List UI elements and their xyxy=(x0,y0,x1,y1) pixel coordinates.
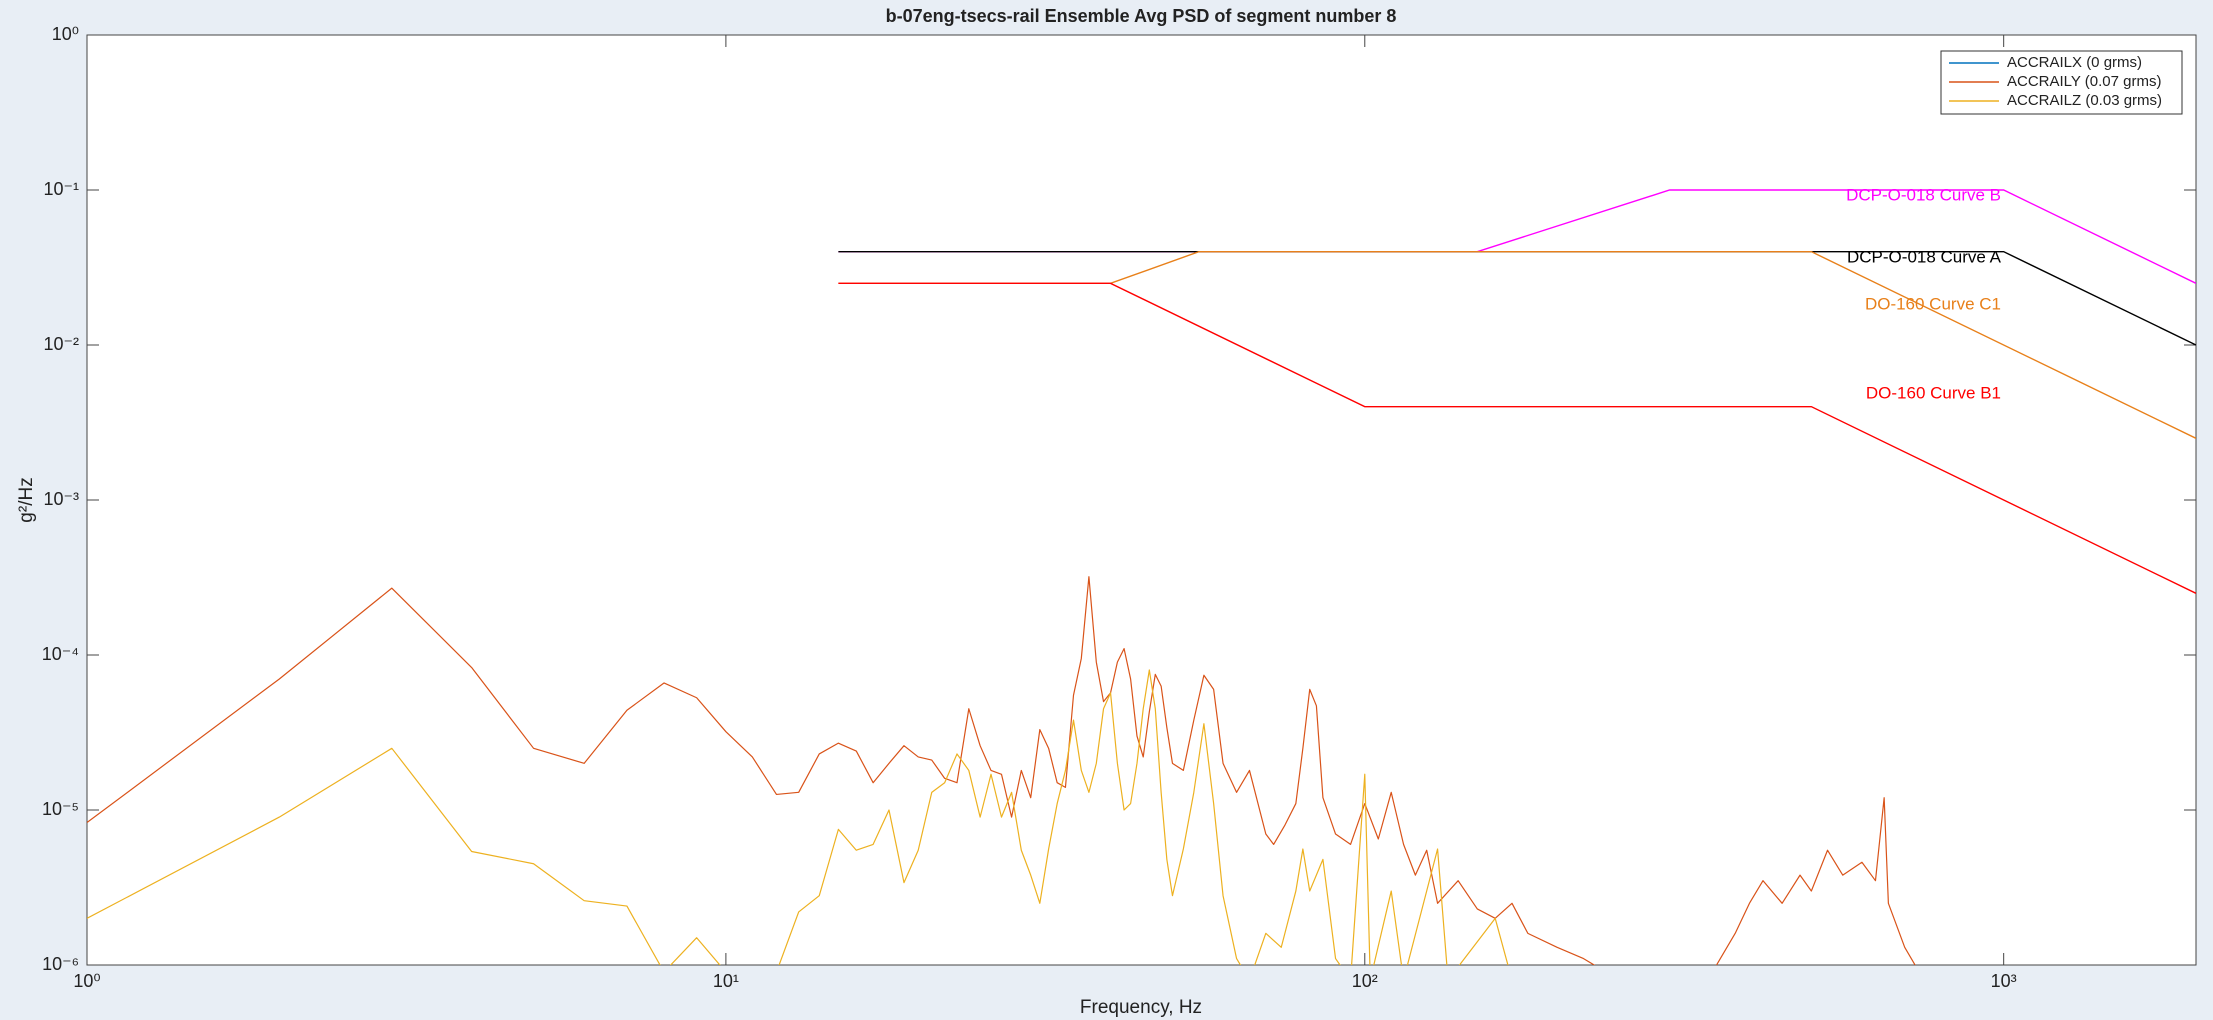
reference-label: DCP-O-018 Curve A xyxy=(1847,247,2002,266)
x-axis-label: Frequency, Hz xyxy=(1080,997,1202,1018)
x-tick-label: 10¹ xyxy=(713,971,739,991)
y-tick-label: 10⁻² xyxy=(43,334,79,354)
y-tick-label: 10⁻⁵ xyxy=(42,799,79,819)
y-tick-label: 10⁰ xyxy=(52,24,79,44)
x-tick-label: 10³ xyxy=(1991,971,2017,991)
x-tick-label: 10² xyxy=(1352,971,1378,991)
chart-title: b-07eng-tsecs-rail Ensemble Avg PSD of s… xyxy=(886,6,1397,26)
y-axis-label: g²/Hz xyxy=(16,477,37,522)
reference-label: DCP-O-018 Curve B xyxy=(1846,185,2001,204)
plot-area xyxy=(87,35,2196,965)
x-tick-label: 10⁰ xyxy=(73,971,100,991)
y-tick-label: 10⁻⁶ xyxy=(42,954,79,974)
chart: b-07eng-tsecs-rail Ensemble Avg PSD of s… xyxy=(0,0,2213,1020)
y-tick-label: 10⁻³ xyxy=(43,489,79,509)
legend-label: ACCRAILZ (0.03 grms) xyxy=(2007,92,2162,109)
page: {"chart_data": { "type": "line", "title"… xyxy=(0,0,2213,1020)
legend-label: ACCRAILX (0 grms) xyxy=(2007,54,2142,71)
legend-label: ACCRAILY (0.07 grms) xyxy=(2007,73,2162,90)
y-tick-label: 10⁻¹ xyxy=(43,179,79,199)
reference-label: DO-160 Curve C1 xyxy=(1865,294,2001,313)
y-tick-label: 10⁻⁴ xyxy=(42,644,79,664)
reference-label: DO-160 Curve B1 xyxy=(1866,383,2001,402)
